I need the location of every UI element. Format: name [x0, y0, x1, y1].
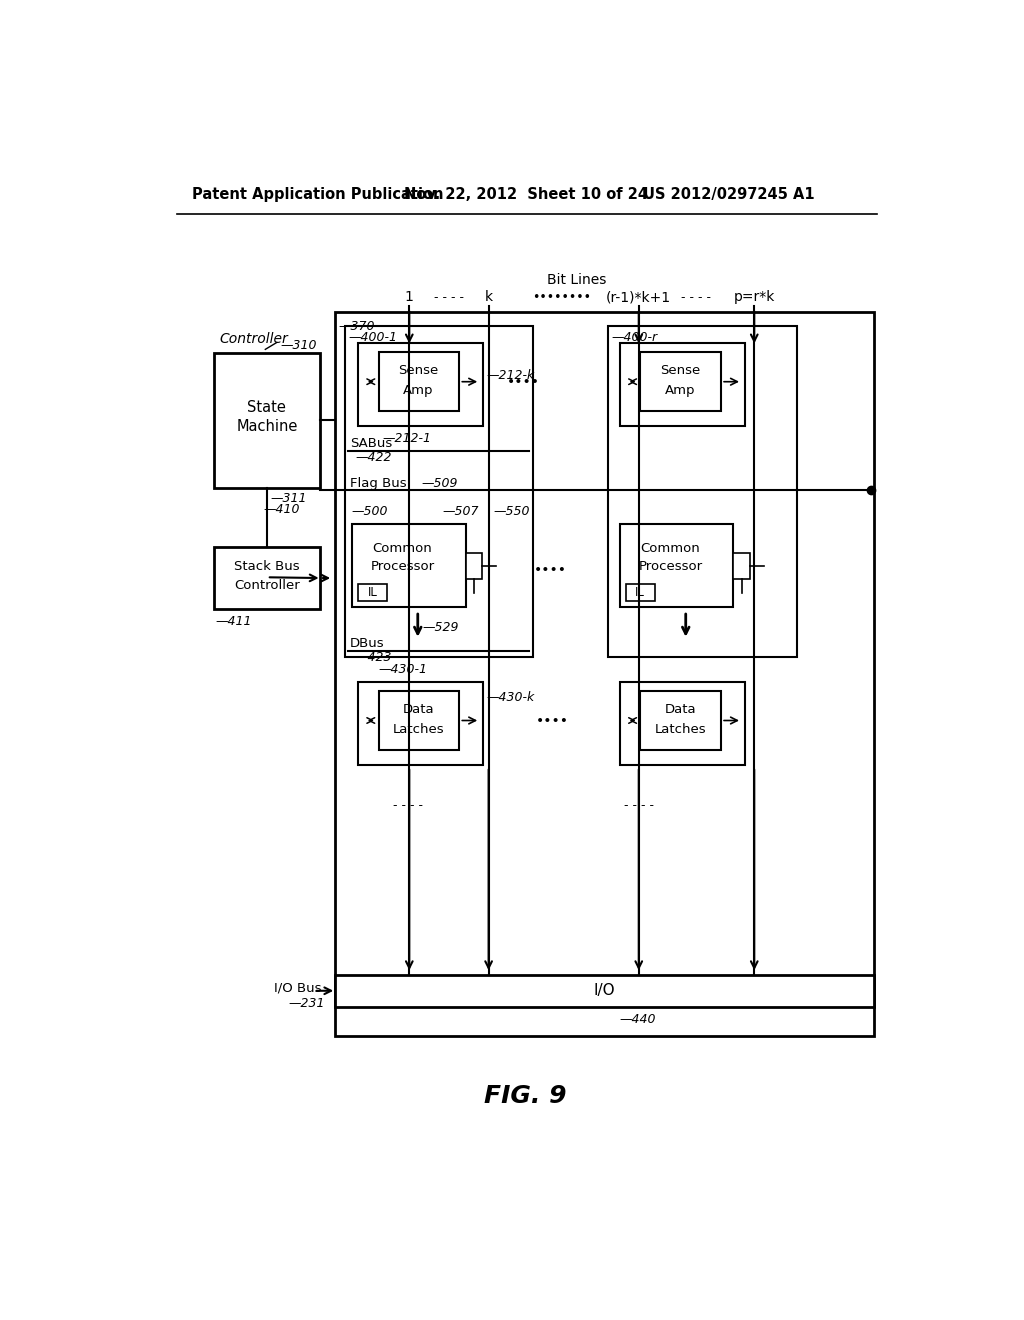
- Text: Data: Data: [665, 704, 696, 717]
- Text: Amp: Amp: [403, 384, 434, 397]
- Bar: [626, 585, 655, 601]
- Text: Bit Lines: Bit Lines: [548, 273, 607, 286]
- Text: —430-1: —430-1: [379, 663, 427, 676]
- Bar: [620, 524, 733, 607]
- Bar: [621, 682, 745, 766]
- Bar: [335, 974, 873, 1007]
- Text: Controller: Controller: [233, 579, 300, 593]
- Text: —231: —231: [289, 997, 325, 1010]
- Bar: [379, 692, 460, 750]
- Text: ••••: ••••: [534, 564, 566, 577]
- Bar: [621, 343, 745, 426]
- Text: (r-1)*k+1: (r-1)*k+1: [606, 290, 672, 304]
- Bar: [379, 352, 460, 411]
- Text: —311: —311: [270, 492, 307, 506]
- Text: Common: Common: [640, 543, 700, 556]
- Text: —411: —411: [215, 615, 252, 628]
- Bar: [358, 682, 483, 766]
- Text: —507: —507: [442, 506, 479, 519]
- Text: —500: —500: [351, 506, 388, 519]
- Text: Latches: Latches: [393, 723, 444, 737]
- Text: —509: —509: [422, 477, 458, 490]
- Text: - - - -: - - - -: [624, 799, 653, 812]
- Text: US 2012/0297245 A1: US 2012/0297245 A1: [643, 187, 814, 202]
- Text: Processor: Processor: [638, 560, 702, 573]
- Text: —410: —410: [263, 503, 299, 516]
- Text: - - - -: - - - -: [393, 799, 423, 812]
- Text: —370: —370: [339, 319, 375, 333]
- Text: —430-k: —430-k: [486, 690, 535, 704]
- Text: —423: —423: [355, 651, 392, 664]
- Text: FIG. 9: FIG. 9: [483, 1084, 566, 1109]
- Text: —400-r: —400-r: [611, 331, 658, 345]
- Text: Sense: Sense: [398, 364, 438, 378]
- Bar: [358, 343, 483, 426]
- Text: 1: 1: [404, 290, 414, 304]
- Text: —310: —310: [281, 339, 317, 352]
- Text: ••••••••: ••••••••: [532, 290, 591, 304]
- Text: p=r*k: p=r*k: [733, 290, 775, 304]
- Text: I/O Bus: I/O Bus: [274, 982, 322, 995]
- Bar: [357, 585, 387, 601]
- Text: Controller: Controller: [219, 333, 288, 346]
- Text: Processor: Processor: [371, 560, 434, 573]
- Text: DBus: DBus: [350, 638, 385, 649]
- Text: - - - -: - - - -: [433, 290, 464, 304]
- Text: —550: —550: [494, 506, 529, 519]
- Text: - - - -: - - - -: [681, 290, 711, 304]
- Text: Latches: Latches: [654, 723, 707, 737]
- Text: Stack Bus: Stack Bus: [234, 560, 300, 573]
- Bar: [640, 692, 721, 750]
- Text: —529: —529: [422, 620, 459, 634]
- Text: —212-k: —212-k: [486, 370, 535, 381]
- Text: —400-1: —400-1: [348, 331, 397, 345]
- Bar: [466, 553, 482, 578]
- Bar: [351, 524, 466, 607]
- Bar: [733, 553, 751, 578]
- Text: k: k: [484, 290, 493, 304]
- Text: IL: IL: [368, 586, 377, 599]
- Text: I/O: I/O: [593, 983, 615, 998]
- Text: Flag Bus: Flag Bus: [350, 477, 407, 490]
- Text: Common: Common: [373, 543, 432, 556]
- Bar: [640, 352, 721, 411]
- Text: ••••: ••••: [536, 714, 569, 727]
- Bar: [214, 354, 319, 488]
- Text: Sense: Sense: [660, 364, 700, 378]
- Bar: [345, 326, 534, 657]
- Text: —212-1: —212-1: [382, 432, 431, 445]
- Text: SABus: SABus: [350, 437, 392, 450]
- Text: Machine: Machine: [237, 418, 298, 434]
- Text: —440: —440: [620, 1012, 656, 1026]
- Text: Amp: Amp: [666, 384, 695, 397]
- Bar: [214, 548, 319, 609]
- Bar: [335, 313, 873, 1036]
- Text: Nov. 22, 2012  Sheet 10 of 24: Nov. 22, 2012 Sheet 10 of 24: [403, 187, 648, 202]
- Text: IL: IL: [635, 586, 645, 599]
- Text: State: State: [248, 400, 287, 414]
- Text: Data: Data: [402, 704, 434, 717]
- Bar: [608, 326, 797, 657]
- Text: —422: —422: [355, 450, 392, 463]
- Text: Patent Application Publication: Patent Application Publication: [193, 187, 443, 202]
- Text: ••••: ••••: [507, 375, 540, 388]
